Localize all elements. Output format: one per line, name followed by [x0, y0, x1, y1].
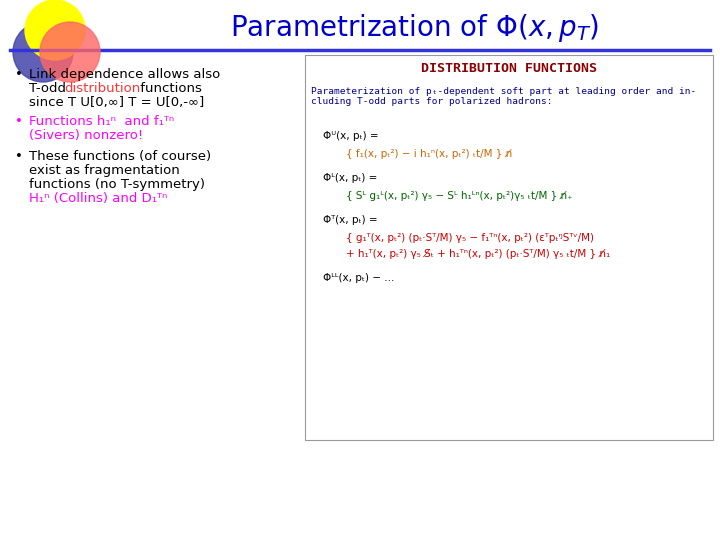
Text: { f₁(x, pₜ²) − i h₁ⁿ(x, pₜ²) ₜt/M } n̸: { f₁(x, pₜ²) − i h₁ⁿ(x, pₜ²) ₜt/M } n̸ [346, 149, 512, 159]
FancyBboxPatch shape [305, 55, 713, 440]
Text: Φᵁ(x, pₜ) =: Φᵁ(x, pₜ) = [323, 131, 379, 141]
Text: DISTRIBUTION FUNCTIONS: DISTRIBUTION FUNCTIONS [421, 62, 597, 75]
Text: Functions h₁ⁿ  and f₁ᵀⁿ: Functions h₁ⁿ and f₁ᵀⁿ [29, 115, 174, 128]
Text: •: • [15, 150, 23, 163]
Text: •: • [15, 68, 23, 81]
Text: + h₁ᵀ(x, pₜ²) γ₅ S̸ₜ + h₁ᵀⁿ(x, pₜ²) (pₜ·Sᵀ/M) γ₅ ₜt/M } n̸₁: + h₁ᵀ(x, pₜ²) γ₅ S̸ₜ + h₁ᵀⁿ(x, pₜ²) (pₜ·… [346, 249, 611, 259]
Text: Link dependence allows also: Link dependence allows also [29, 68, 220, 81]
Text: Φᴸ(x, pₜ) =: Φᴸ(x, pₜ) = [323, 173, 377, 183]
Text: These functions (of course): These functions (of course) [29, 150, 211, 163]
Text: { g₁ᵀ(x, pₜ²) (pₜ·Sᵀ/M) γ₅ − f₁ᵀⁿ(x, pₜ²) (εᵀpₜᵑSᵀᵛ/M): { g₁ᵀ(x, pₜ²) (pₜ·Sᵀ/M) γ₅ − f₁ᵀⁿ(x, pₜ²… [346, 233, 594, 243]
Text: •: • [15, 115, 23, 128]
Text: Parameterization of pₜ-dependent soft part at leading order and in-
cluding T-od: Parameterization of pₜ-dependent soft pa… [311, 87, 696, 106]
Text: H₁ⁿ (Collins) and D₁ᵀⁿ: H₁ⁿ (Collins) and D₁ᵀⁿ [29, 192, 167, 205]
Circle shape [40, 22, 100, 82]
Text: Φᵀ(x, pₜ) =: Φᵀ(x, pₜ) = [323, 215, 377, 225]
Circle shape [13, 22, 73, 82]
Text: (Sivers) nonzero!: (Sivers) nonzero! [29, 129, 143, 142]
Text: since T U[0,∞] T = U[0,-∞]: since T U[0,∞] T = U[0,-∞] [29, 96, 204, 109]
Text: T-odd: T-odd [29, 82, 71, 95]
Text: Parametrization of $\Phi(x,p_T)$: Parametrization of $\Phi(x,p_T)$ [230, 12, 600, 44]
Text: functions (no T-symmetry): functions (no T-symmetry) [29, 178, 205, 191]
Text: { Sᴸ g₁ᴸ(x, pₜ²) γ₅ − Sᴸ h₁ᴸⁿ(x, pₜ²)γ₅ ₜt/M } n̸₊: { Sᴸ g₁ᴸ(x, pₜ²) γ₅ − Sᴸ h₁ᴸⁿ(x, pₜ²)γ₅ … [346, 191, 572, 201]
Text: exist as fragmentation: exist as fragmentation [29, 164, 180, 177]
Text: Φᴸᴸ(x, pₜ) − ...: Φᴸᴸ(x, pₜ) − ... [323, 273, 395, 283]
Text: functions: functions [136, 82, 202, 95]
Text: distribution: distribution [64, 82, 140, 95]
Circle shape [25, 0, 85, 60]
